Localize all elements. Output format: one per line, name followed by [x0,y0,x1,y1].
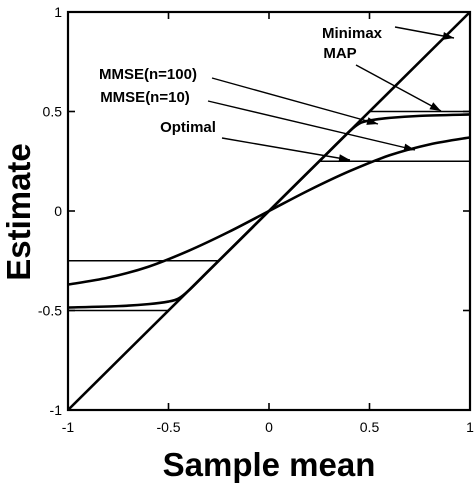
annotation-arrow-mmse-n-100 [211,77,379,125]
x-tick-label: 0.5 [360,419,380,435]
x-axis-title: Sample mean [163,446,376,483]
arrow-head-icon [442,32,454,40]
annotation-label-mmse-n-100: MMSE(n=100) [99,66,197,83]
y-axis-title: Estimate [0,143,37,281]
x-tick-label: 1 [466,419,474,435]
y-tick-label: -1 [50,402,63,418]
x-tick-label: -0.5 [156,419,180,435]
y-tick-label: 0 [54,203,62,219]
annotation-label-minimax: Minimax [322,25,383,42]
arrow-head-icon [338,154,350,163]
y-tick-label: 1 [54,4,62,20]
arrow-head-icon [366,117,378,125]
arrow-head-icon [403,143,415,152]
annotation-arrow-optimal [221,137,351,161]
annotation-label-mmse-n-10: MMSE(n=10) [100,89,190,106]
annotation-arrow-mmse-n-10 [207,100,416,151]
annotation-label-optimal: Optimal [160,119,216,136]
arrow-head-icon [429,102,441,111]
annotation-label-map: MAP [323,45,356,62]
series-line-optimal [68,160,470,262]
x-tick-label: 0 [265,419,273,435]
y-tick-label: 0.5 [43,104,63,120]
tick-group: -1 -0.5 0 0.5 1 -1 -0.5 0 0.5 1 [38,4,474,435]
y-tick-label: -0.5 [38,303,62,319]
annotation-arrow-map [355,64,442,112]
series-group [67,11,471,411]
annotation-group: Minimax MAP MMSE(n=100) MMSE(n=10) Optimal [99,25,455,163]
x-tick-label: -1 [62,419,75,435]
